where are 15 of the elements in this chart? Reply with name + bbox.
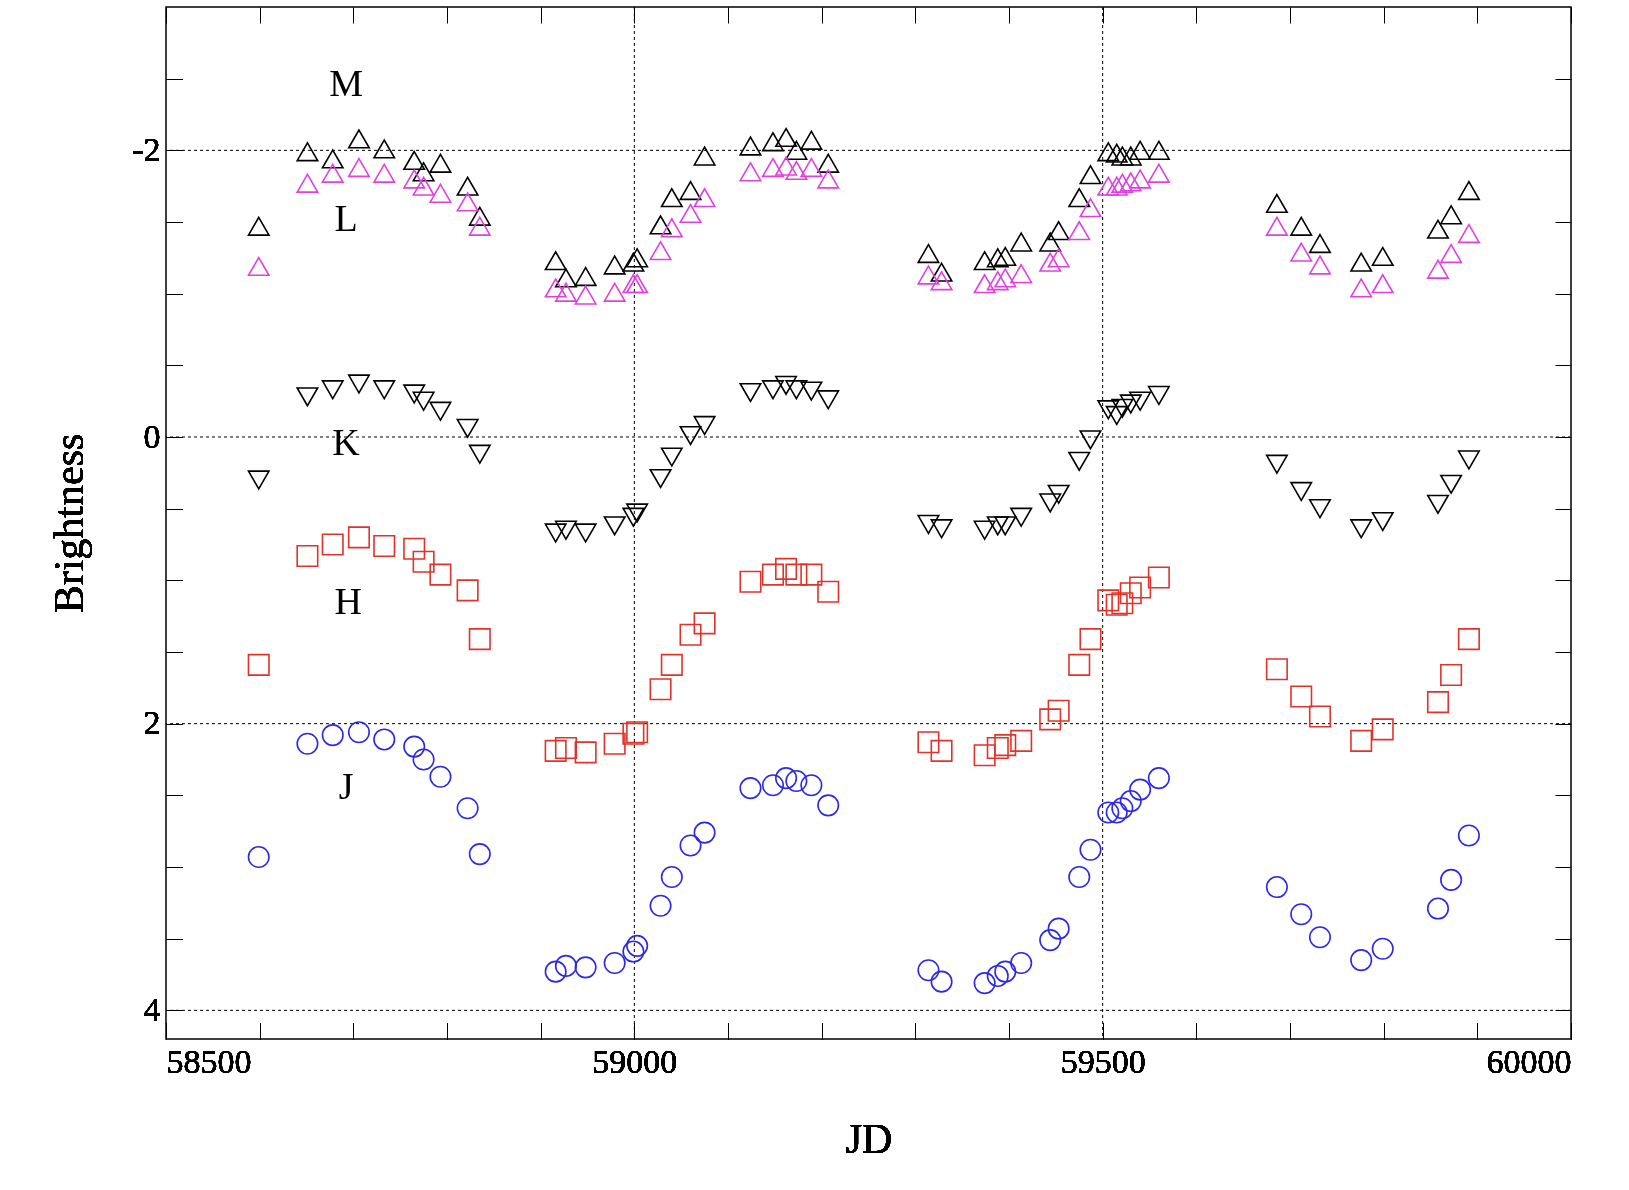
series-label: J (338, 765, 354, 808)
x-tick-label: 58500 (166, 1042, 252, 1080)
y-tick-label: 4 (143, 990, 161, 1028)
y-tick-label: 0 (143, 417, 161, 455)
x-tick-label: 59000 (592, 1042, 678, 1080)
x-axis-title: JD (845, 1115, 893, 1162)
y-tick-label: -2 (132, 130, 161, 168)
legend-label: M (329, 61, 363, 104)
y-axis-title: Brightness (46, 433, 93, 614)
x-tick-label: 60000 (1486, 1042, 1572, 1080)
series-label: H (334, 579, 362, 622)
series-label: L (334, 196, 358, 239)
x-tick-label: 59500 (1060, 1042, 1146, 1080)
series-label: K (332, 420, 361, 463)
y-tick-label: 2 (143, 704, 161, 742)
